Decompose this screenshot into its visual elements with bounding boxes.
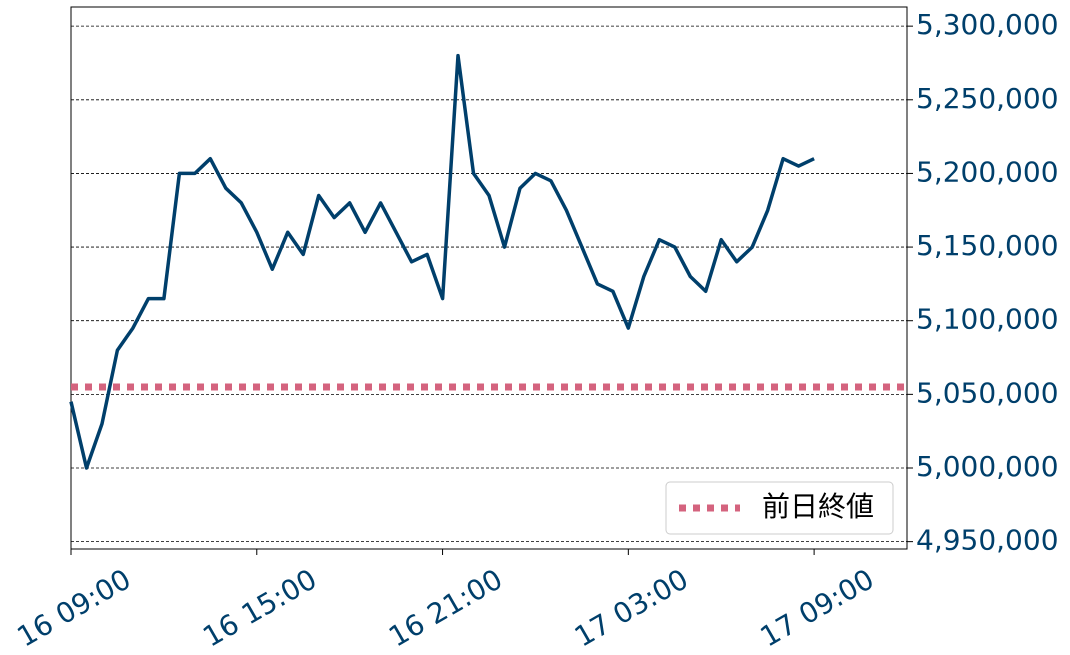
y-tick-label: 5,050,000 xyxy=(916,376,1059,409)
price-line xyxy=(69,53,815,470)
legend-box xyxy=(665,481,894,535)
y-tick-label: 4,950,000 xyxy=(916,524,1059,557)
y-tick-label: 5,250,000 xyxy=(916,82,1059,115)
x-tick-label: 16 15:00 xyxy=(197,562,322,653)
plot-frame xyxy=(70,6,908,550)
y-tick-label: 5,000,000 xyxy=(916,450,1059,483)
legend-label: 前日終値 xyxy=(762,490,874,523)
y-tick-label: 5,150,000 xyxy=(916,229,1059,262)
x-tick-label: 17 09:00 xyxy=(755,562,880,653)
x-tick-label: 16 21:00 xyxy=(383,562,508,653)
y-tick-label: 5,200,000 xyxy=(916,155,1059,188)
x-tick-label: 17 03:00 xyxy=(569,562,694,653)
y-tick-label: 5,300,000 xyxy=(916,8,1059,41)
y-tick-label: 5,100,000 xyxy=(916,303,1059,336)
x-tick-label: 16 09:00 xyxy=(12,562,137,653)
